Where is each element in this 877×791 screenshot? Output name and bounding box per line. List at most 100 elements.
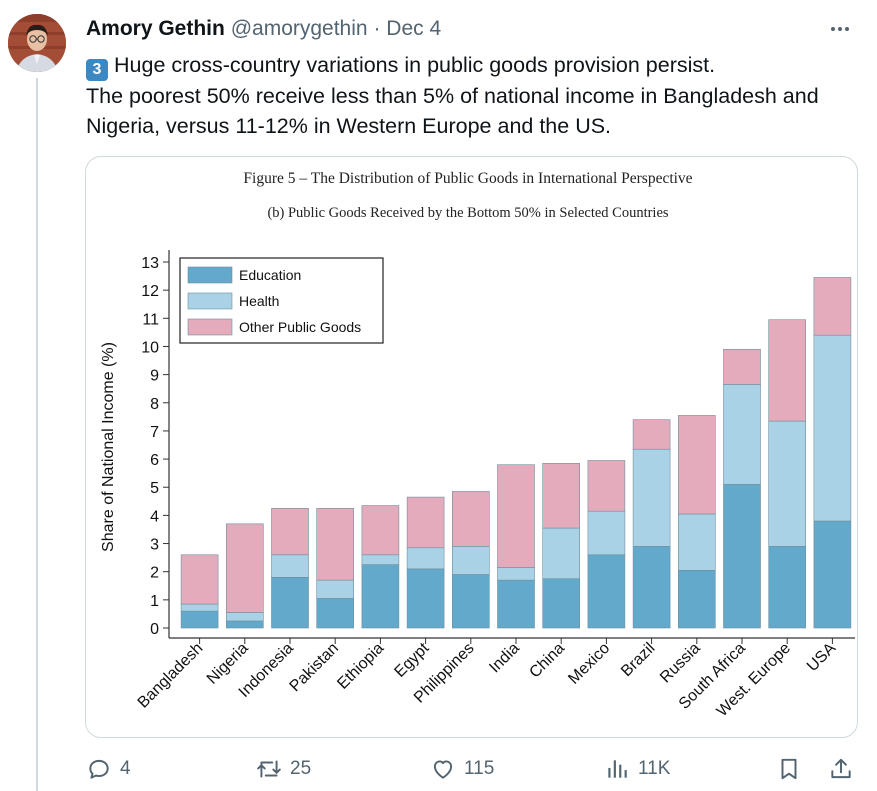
bar-segment-health xyxy=(451,546,490,575)
bar-segment-other-public-goods xyxy=(361,505,400,556)
legend-swatch xyxy=(187,318,233,336)
bar-segment-education xyxy=(451,574,490,629)
x-tick-label: Pakistan xyxy=(287,640,342,695)
share-button[interactable] xyxy=(828,756,854,782)
chart-title: Figure 5 – The Distribution of Public Go… xyxy=(243,170,692,187)
chart-legend: Education Health Other Public Goods xyxy=(179,257,384,344)
bar-segment-education xyxy=(587,554,626,629)
bar-segment-health xyxy=(180,603,219,612)
avatar[interactable] xyxy=(8,14,66,72)
bar-segment-other-public-goods xyxy=(768,319,807,422)
bar-segment-other-public-goods xyxy=(542,462,581,529)
bar-segment-health xyxy=(723,384,761,485)
y-tick-label: 4 xyxy=(150,508,159,525)
bar-segment-other-public-goods xyxy=(677,415,716,515)
share-icon xyxy=(831,758,851,779)
bar-segment-education xyxy=(542,578,581,629)
bar-segment-education xyxy=(361,564,400,629)
bar-segment-other-public-goods xyxy=(813,277,852,336)
bar-segment-other-public-goods xyxy=(180,554,219,605)
retweet-button[interactable]: 25 xyxy=(256,756,311,782)
y-tick-label: 0 xyxy=(150,621,159,638)
reply-button[interactable]: 4 xyxy=(86,756,131,782)
bar-segment-education xyxy=(406,568,445,629)
x-tick-label: Ethiopia xyxy=(334,640,387,693)
tweet-date[interactable]: Dec 4 xyxy=(386,17,442,40)
x-tick-label: China xyxy=(526,640,568,682)
x-tick-label: Bangladesh xyxy=(135,640,207,712)
x-tick-label: Egypt xyxy=(391,639,432,680)
author-name[interactable]: Amory Gethin xyxy=(86,17,225,40)
y-tick-label: 11 xyxy=(142,311,159,328)
legend-swatch xyxy=(187,292,233,310)
bar-segment-health xyxy=(316,579,354,599)
y-tick-label: 2 xyxy=(150,565,159,582)
y-tick-label: 12 xyxy=(141,283,159,300)
heart-icon xyxy=(433,760,453,779)
avatar-image xyxy=(8,14,66,72)
y-tick-label: 13 xyxy=(141,255,159,272)
author-handle[interactable]: @amorygethin xyxy=(230,17,368,40)
tweet-text-line-2: The poorest 50% receive less than 5% of … xyxy=(86,84,819,138)
bar-chart-views-icon xyxy=(608,760,627,778)
tweet-text-line-1-body: Huge cross-country variations in public … xyxy=(114,53,716,77)
retweet-icon xyxy=(257,760,281,778)
y-tick-label: 9 xyxy=(150,368,159,385)
chart-subtitle: (b) Public Goods Received by the Bottom … xyxy=(267,205,668,221)
bar-segment-other-public-goods xyxy=(451,491,490,547)
bar-segment-health xyxy=(271,554,309,578)
bar-segment-other-public-goods xyxy=(497,464,535,568)
y-axis-label: Share of National Income (%) xyxy=(100,342,117,552)
bar-segment-health xyxy=(361,554,400,565)
bar-segment-other-public-goods xyxy=(316,508,354,581)
tweet-text: 3 Huge cross-country variations in public… xyxy=(86,50,856,141)
views-count: 11K xyxy=(638,758,671,779)
like-count: 115 xyxy=(464,758,495,779)
tweet-media-chart[interactable]: Figure 5 – The Distribution of Public Go… xyxy=(85,156,858,738)
bar-segment-other-public-goods xyxy=(226,523,264,613)
bar-segment-health xyxy=(406,547,445,570)
keycap-three-emoji: 3 xyxy=(86,59,108,81)
bar-segment-other-public-goods xyxy=(723,348,761,385)
bar-segment-health xyxy=(497,567,535,581)
bar-segment-education xyxy=(723,484,761,629)
tweet-text-line-1: 3 Huge cross-country variations in public… xyxy=(86,50,856,81)
bar-segment-education xyxy=(180,610,219,629)
retweet-count: 25 xyxy=(290,758,312,779)
bar-segment-health xyxy=(632,448,671,547)
chart-svg: Figure 5 – The Distribution of Public Go… xyxy=(100,170,855,720)
bar-segment-health xyxy=(813,334,852,522)
y-tick-label: 7 xyxy=(150,424,159,441)
bar-segment-other-public-goods xyxy=(271,508,309,556)
bar-segment-other-public-goods xyxy=(632,419,671,450)
y-tick-label: 8 xyxy=(150,396,159,413)
bar-segment-education xyxy=(497,579,535,629)
bar-segment-health xyxy=(677,513,716,571)
bookmark-icon xyxy=(781,758,797,780)
legend-label: Other Public Goods xyxy=(239,319,361,335)
bookmark-button[interactable] xyxy=(776,756,802,782)
reply-count: 4 xyxy=(120,758,131,779)
y-tick-label: 5 xyxy=(150,480,159,497)
x-tick-label: India xyxy=(486,640,523,677)
legend-label: Health xyxy=(239,293,279,309)
views-button[interactable]: 11K xyxy=(604,756,670,782)
y-tick-label: 10 xyxy=(141,339,159,356)
more-options-button[interactable] xyxy=(825,14,855,44)
y-tick-label: 6 xyxy=(150,452,159,469)
bar-segment-health xyxy=(768,420,807,547)
tweet-actions-bar: 4 25 115 11K xyxy=(86,756,856,786)
x-tick-label: Mexico xyxy=(565,640,613,688)
bar-segment-health xyxy=(226,612,264,622)
legend-label: Education xyxy=(239,267,301,283)
bar-segment-education xyxy=(677,569,716,629)
bar-segment-education xyxy=(768,546,807,629)
bar-segment-health xyxy=(587,510,626,556)
x-tick-label: Brazil xyxy=(618,640,658,680)
like-button[interactable]: 115 xyxy=(430,756,494,782)
thread-line xyxy=(36,78,38,791)
more-horizontal-icon xyxy=(831,27,849,31)
legend-swatch xyxy=(187,266,233,284)
y-tick-label: 3 xyxy=(150,537,159,554)
x-tick-label: USA xyxy=(804,640,840,676)
